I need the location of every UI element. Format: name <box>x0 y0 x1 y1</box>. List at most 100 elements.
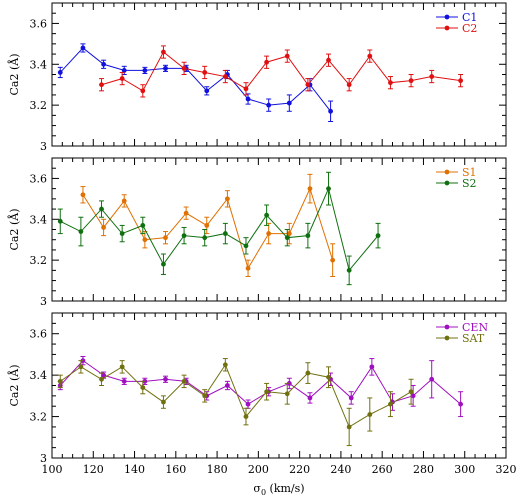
data-point <box>101 225 106 230</box>
y-tick-label: 3.4 <box>30 213 48 226</box>
legend-label: SAT <box>462 332 485 345</box>
panel-bottom: 3 3.2 3.4 3.6 100 120 140 160 180 200 220 240 260 280… <box>7 312 517 497</box>
data-point <box>326 57 331 63</box>
y-tick-label: 3 <box>40 140 47 153</box>
legend-marker <box>444 25 450 31</box>
y-axis-title: Ca2 (Å) <box>7 209 21 251</box>
data-point <box>305 370 311 376</box>
data-point <box>429 74 435 79</box>
data-point <box>181 378 187 384</box>
legend-marker <box>444 14 450 20</box>
y-tick-label: 3.6 <box>30 172 48 185</box>
data-point <box>78 229 84 234</box>
data-point <box>140 88 146 94</box>
data-point <box>245 96 251 102</box>
series-SAT: SAT <box>57 332 485 447</box>
data-point <box>181 65 187 71</box>
data-point <box>119 76 125 81</box>
series-C1: C1 <box>57 11 477 122</box>
y-tick-label: 3 <box>40 452 47 465</box>
x-tick-label: 100 <box>42 463 63 476</box>
data-point <box>284 391 290 397</box>
y-tick-label: 3.4 <box>30 369 48 382</box>
data-point <box>388 80 393 86</box>
y-tick-label: 3.2 <box>30 99 48 112</box>
data-point <box>101 61 106 67</box>
y-tick-label: 3.6 <box>30 328 48 341</box>
plot-frame <box>51 2 507 147</box>
plot-frame <box>51 312 507 459</box>
data-point <box>119 231 125 236</box>
series-line <box>59 359 461 405</box>
y-tick-label: 3.2 <box>30 411 48 424</box>
data-point <box>57 378 63 384</box>
x-tick-label: 220 <box>289 463 310 476</box>
data-point <box>140 223 146 228</box>
data-point <box>388 401 393 407</box>
legend-marker <box>444 324 450 330</box>
series-line <box>59 47 331 112</box>
data-point <box>284 53 290 59</box>
x-tick-label: 240 <box>330 463 351 476</box>
data-point <box>367 412 373 417</box>
data-point <box>264 389 270 395</box>
data-point <box>80 45 86 51</box>
data-point <box>348 395 354 401</box>
data-point <box>326 374 331 380</box>
data-point <box>225 383 230 388</box>
data-point <box>163 376 168 382</box>
x-tick-label: 280 <box>413 463 434 476</box>
data-point <box>243 414 249 419</box>
data-point <box>330 257 336 263</box>
data-point <box>326 186 331 192</box>
y-tick-label: 3.4 <box>30 58 48 71</box>
legend-marker <box>444 335 450 341</box>
data-point <box>243 86 249 92</box>
data-point <box>305 233 311 239</box>
data-point <box>202 393 208 399</box>
x-tick-label: 180 <box>207 463 228 476</box>
data-point <box>346 424 352 430</box>
data-point <box>57 218 63 224</box>
data-point <box>284 235 290 241</box>
data-point <box>202 70 208 75</box>
data-point <box>99 376 104 382</box>
y-axis-title: Ca2 (Å) <box>7 365 21 407</box>
data-point <box>369 364 375 370</box>
data-point <box>204 88 210 94</box>
data-point <box>161 49 166 55</box>
data-point <box>163 235 168 241</box>
data-point <box>458 78 463 84</box>
data-point <box>243 243 249 249</box>
legend-label: S1 <box>462 166 477 179</box>
x-tick-label: 160 <box>165 463 186 476</box>
y-axis-title: Ca2 (Å) <box>7 54 21 96</box>
data-point <box>161 261 166 267</box>
data-point <box>222 231 228 236</box>
legend-label: C2 <box>462 22 477 35</box>
y-tick-label: 3.2 <box>30 254 48 267</box>
data-point <box>119 364 125 370</box>
data-point <box>458 401 463 407</box>
data-point <box>142 237 148 243</box>
data-point <box>99 82 104 88</box>
data-point <box>142 68 148 73</box>
data-point <box>367 53 373 59</box>
legend-label: S2 <box>462 177 477 190</box>
data-point <box>183 210 189 216</box>
data-point <box>266 102 272 108</box>
data-point <box>408 78 414 84</box>
x-tick-label: 200 <box>248 463 269 476</box>
data-point <box>222 74 228 79</box>
legend-marker <box>444 169 450 175</box>
x-tick-label: 260 <box>372 463 393 476</box>
data-point <box>80 192 86 198</box>
x-tick-label: 120 <box>83 463 104 476</box>
data-point <box>222 362 228 368</box>
data-point <box>204 223 210 228</box>
data-point <box>121 378 127 384</box>
y-tick-label: 3.6 <box>30 17 48 30</box>
plot-frame <box>51 157 507 302</box>
